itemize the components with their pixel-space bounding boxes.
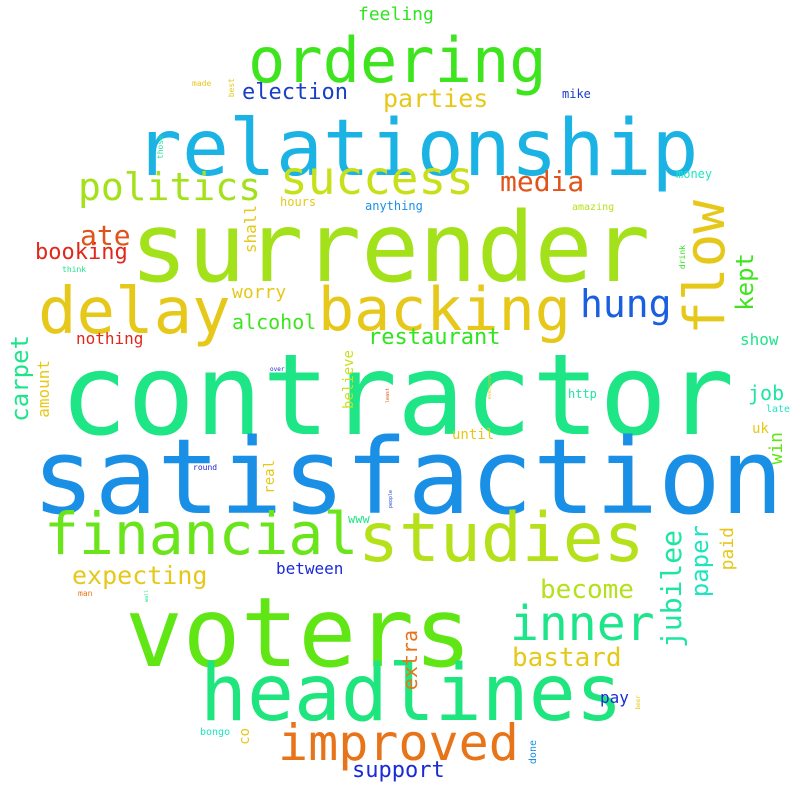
word-media: media [500, 165, 585, 198]
word-headlines: headlines [200, 649, 623, 739]
word-ordering: ordering [248, 24, 547, 97]
word-extra: extra [398, 630, 422, 691]
word-booking: booking [35, 240, 128, 265]
word-backing: backing [318, 275, 571, 345]
word-amount: amount [34, 360, 53, 418]
word-win: win [766, 432, 787, 465]
word-think: think [62, 265, 87, 274]
word-voters: voters [125, 577, 472, 689]
word-pay: pay [600, 688, 629, 707]
word-done: done [528, 740, 539, 765]
word-believe: believe [341, 350, 357, 410]
word-people: people [388, 490, 394, 509]
word-restaurant: restaurant [368, 325, 501, 350]
word-anything: anything [365, 199, 423, 213]
word-carpet: carpet [6, 335, 34, 422]
word-expecting: expecting [72, 561, 208, 590]
word-round: round [193, 463, 218, 472]
word-parties: parties [383, 84, 489, 113]
word-become: become [540, 575, 634, 605]
word-least: least [385, 388, 391, 404]
word-co: co [237, 728, 253, 745]
word-over: over [270, 366, 285, 373]
word-drink: drink [678, 245, 687, 270]
word-politics: politics [78, 165, 262, 209]
word-show: show [740, 330, 779, 349]
word-until: until [452, 427, 495, 443]
word-election: election [242, 80, 348, 105]
word-alcohol: alcohol [232, 310, 317, 334]
word-real: real [262, 460, 278, 494]
word-amazing: amazing [572, 202, 615, 213]
word-jubilee: jubilee [655, 530, 688, 649]
word-man: man [78, 589, 93, 598]
word-http: http [568, 387, 597, 401]
word-bongo: bongo [200, 727, 231, 738]
word-best: best [227, 78, 236, 98]
word-late: late [766, 404, 791, 415]
word-ate: ate [80, 219, 131, 252]
word-uk: uk [752, 421, 769, 437]
word-contractor: contractor [60, 331, 735, 461]
word-money: money [676, 167, 713, 181]
word-support: support [352, 758, 445, 783]
word-mike: mike [562, 87, 591, 101]
word-those: those [156, 135, 165, 160]
word-delay: delay [38, 275, 231, 349]
word-kept: kept [731, 253, 759, 311]
word-www: www [348, 512, 370, 526]
word-financial: financial [44, 500, 359, 568]
word-everyone: everyone [487, 375, 493, 400]
word-improved: improved [278, 714, 519, 772]
word-success: success [280, 151, 474, 205]
word-surrender: surrender [130, 192, 651, 304]
word-studies: studies [358, 499, 645, 578]
word-made: made [192, 79, 212, 88]
word-job: job [748, 381, 785, 405]
word-shall: shall [241, 205, 260, 254]
word-worry: worry [232, 282, 287, 303]
word-paper: paper [686, 525, 714, 598]
word-satisfaction: satisfaction [32, 416, 784, 538]
word-feeling: feeling [358, 4, 434, 25]
word-paid: paid [717, 527, 738, 571]
word-hours: hours [280, 195, 317, 209]
word-inner: inner [510, 596, 655, 652]
word-beer: beer [635, 695, 642, 710]
word-nothing: nothing [76, 329, 144, 348]
word-bastard: bastard [512, 643, 622, 673]
word-between: between [276, 559, 344, 578]
word-hung: hung [580, 282, 672, 326]
word-wall: wall [144, 590, 150, 603]
word-relationship: relationship [135, 104, 699, 194]
